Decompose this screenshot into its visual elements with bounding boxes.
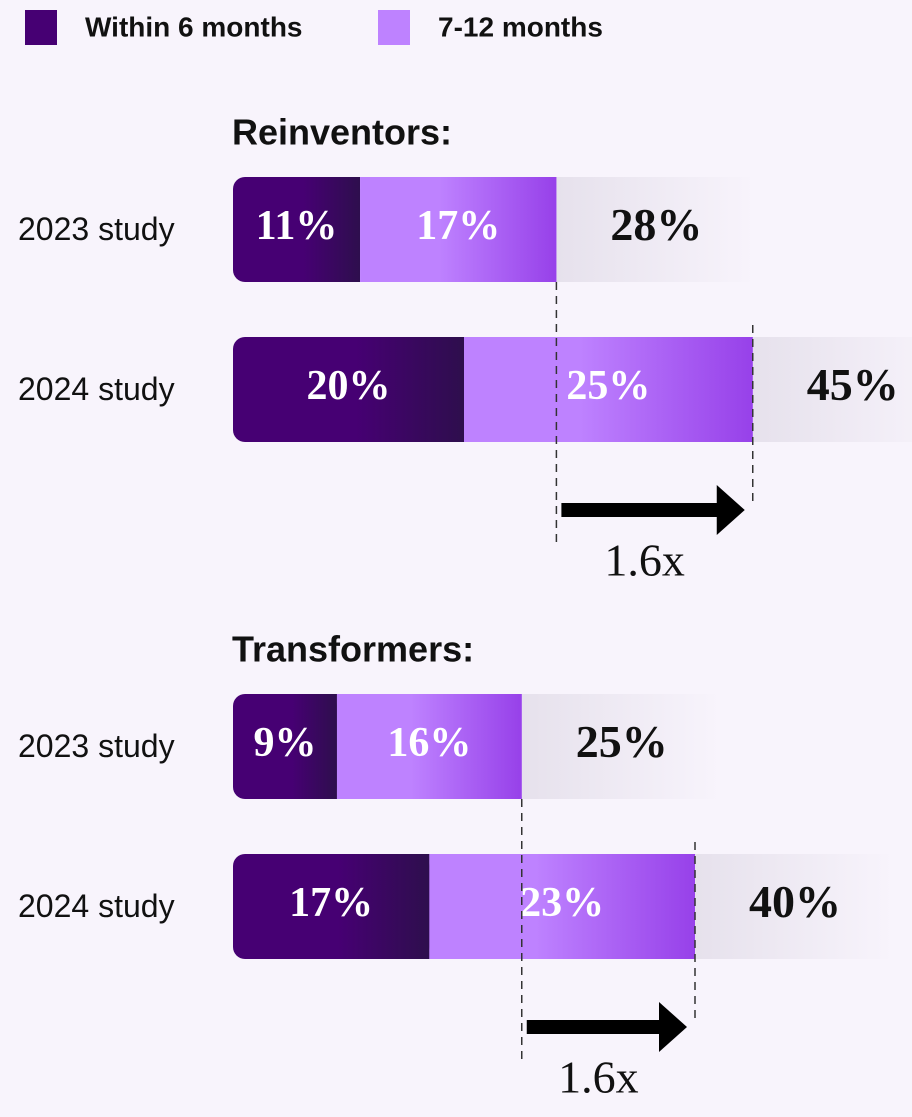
bar-shade: [360, 177, 557, 282]
segment-label: 25%: [566, 363, 650, 409]
category-label: 2023 study: [18, 211, 175, 247]
category-label: 2023 study: [18, 728, 175, 764]
bar-shade: [336, 694, 522, 799]
bar-shade: [247, 694, 337, 799]
category-label: 2024 study: [18, 888, 175, 924]
chart-title: Transformers:: [232, 629, 474, 670]
bar-shade: [429, 854, 695, 959]
total-label: 40%: [749, 876, 841, 927]
segment-label: 20%: [307, 363, 391, 409]
arrow-shaft: [526, 1020, 662, 1034]
legend-swatch: [25, 10, 57, 45]
total-label: 45%: [807, 359, 899, 410]
arrow-head: [659, 1002, 687, 1052]
annotation: 1.6x: [558, 1052, 639, 1103]
segment-label: 11%: [256, 203, 338, 249]
total-bg: [752, 337, 912, 442]
bar-shade: [464, 337, 753, 442]
segment-label: 9%: [253, 720, 316, 766]
chart-title: Reinventors:: [232, 112, 452, 153]
segment-label: 17%: [416, 203, 500, 249]
total-label: 25%: [576, 716, 668, 767]
bar-shade: [247, 177, 361, 282]
legend-label: 7-12 months: [438, 11, 603, 42]
bar-shade: [247, 337, 464, 442]
total-bg: [556, 177, 757, 282]
segment-label: 23%: [520, 880, 604, 926]
segment-label: 17%: [289, 880, 373, 926]
arrow-head: [716, 485, 745, 535]
segment-label: 16%: [387, 720, 471, 766]
legend-swatch: [378, 10, 410, 45]
bar-shade: [247, 854, 430, 959]
legend-label: Within 6 months: [85, 11, 303, 42]
total-bg: [521, 694, 722, 799]
total-label: 28%: [610, 199, 702, 250]
category-label: 2024 study: [18, 371, 175, 407]
annotation: 1.6x: [604, 535, 685, 586]
arrow-shaft: [561, 503, 720, 517]
total-bg: [695, 854, 895, 959]
